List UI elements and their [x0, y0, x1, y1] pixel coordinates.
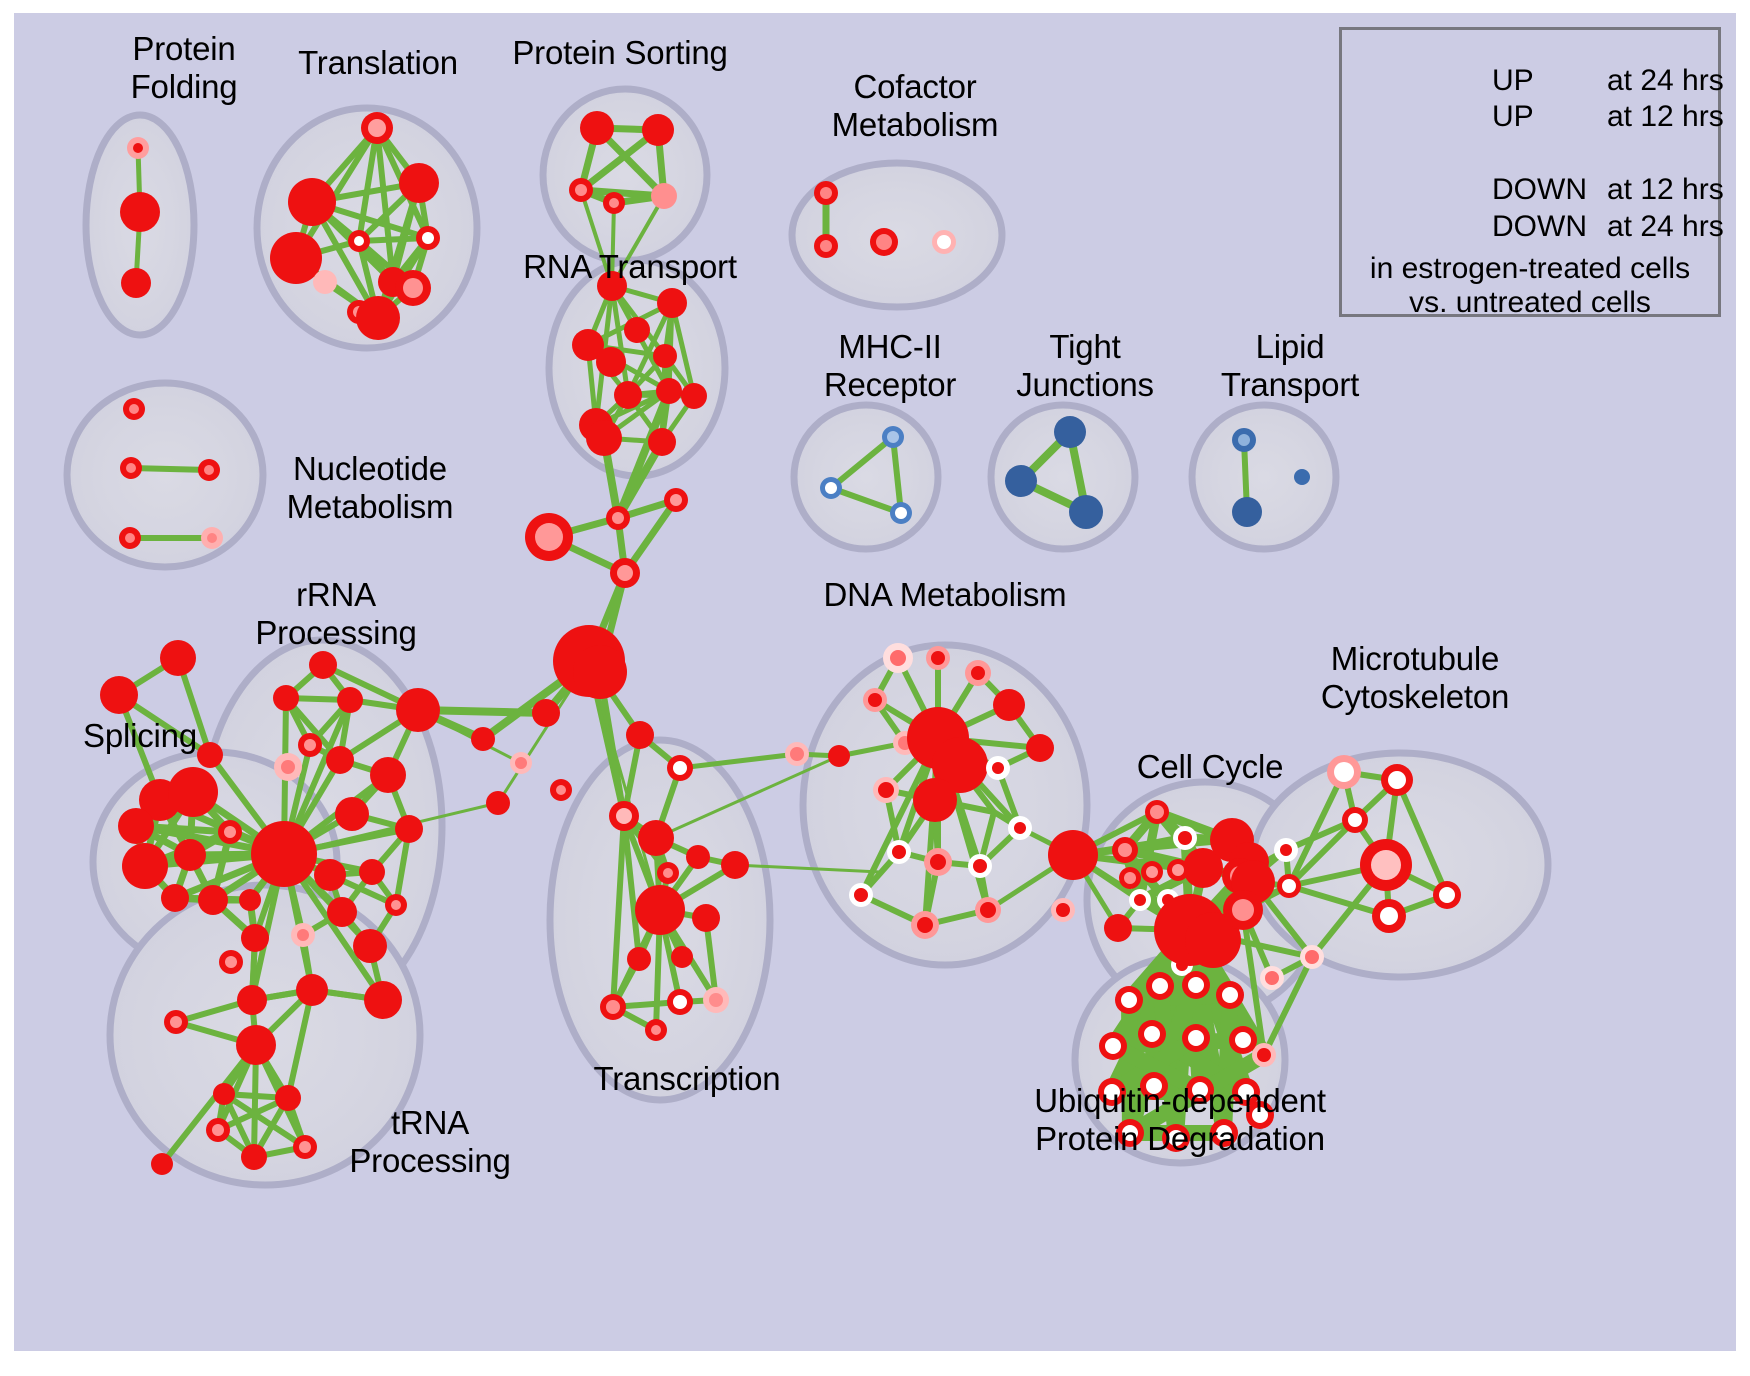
- blob-nucleotide-metabolism: [63, 379, 267, 571]
- blob-protein-sorting: [539, 85, 711, 265]
- label-nucleotide-metabolism: Nucleotide Metabolism: [286, 450, 454, 525]
- label-dna-metabolism: DNA Metabolism: [823, 576, 1067, 613]
- label-protein-folding: Protein Folding: [130, 30, 238, 105]
- label-microtubule-cytoskeleton: Microtubule Cytoskeleton: [1320, 640, 1510, 715]
- legend-time-up-24: at 24 hrs: [1607, 64, 1724, 97]
- label-transcription: Transcription: [593, 1060, 781, 1097]
- legend-footer-line-2: vs. untreated cells: [1409, 286, 1651, 319]
- label-trna-processing: tRNA Processing: [349, 1104, 511, 1179]
- legend-time-down-12: at 12 hrs: [1607, 173, 1724, 206]
- label-lipid-transport: Lipid Transport: [1220, 328, 1360, 403]
- label-cell-cycle: Cell Cycle: [1136, 748, 1284, 785]
- legend-state-up-24: UP: [1492, 64, 1534, 97]
- label-rna-transport: RNA Transport: [523, 248, 737, 285]
- legend-state-down-12: DOWN: [1492, 173, 1587, 206]
- blob-cofactor-metabolism: [788, 159, 1006, 311]
- label-tight-junctions: Tight Junctions: [1016, 328, 1154, 403]
- label-protein-sorting: Protein Sorting: [512, 34, 728, 71]
- network-nodes: [100, 111, 1461, 1175]
- legend-box: UP at 24 hrs UP at 12 hrs DOWN at 12 hrs…: [1339, 27, 1724, 319]
- label-translation: Translation: [298, 44, 458, 81]
- label-ubiquitin-degradation: Ubiquitin-dependent Protein Degradation: [1034, 1082, 1326, 1157]
- legend-footer-line-1: in estrogen-treated cells: [1369, 252, 1691, 285]
- label-cofactor-metabolism: Cofactor Metabolism: [831, 68, 999, 143]
- legend-time-down-24: at 24 hrs: [1607, 210, 1724, 243]
- blob-mhc-ii: [790, 401, 942, 553]
- label-mhc-ii-receptor: MHC-II Receptor: [823, 328, 957, 403]
- legend-state-up-12: UP: [1492, 100, 1534, 133]
- blob-lipid-transport: [1188, 401, 1340, 553]
- label-rrna-processing: rRNA Processing: [255, 576, 417, 651]
- legend-state-down-24: DOWN: [1492, 210, 1587, 243]
- label-splicing: Splicing: [83, 717, 197, 754]
- legend-time-up-12: at 12 hrs: [1607, 100, 1724, 133]
